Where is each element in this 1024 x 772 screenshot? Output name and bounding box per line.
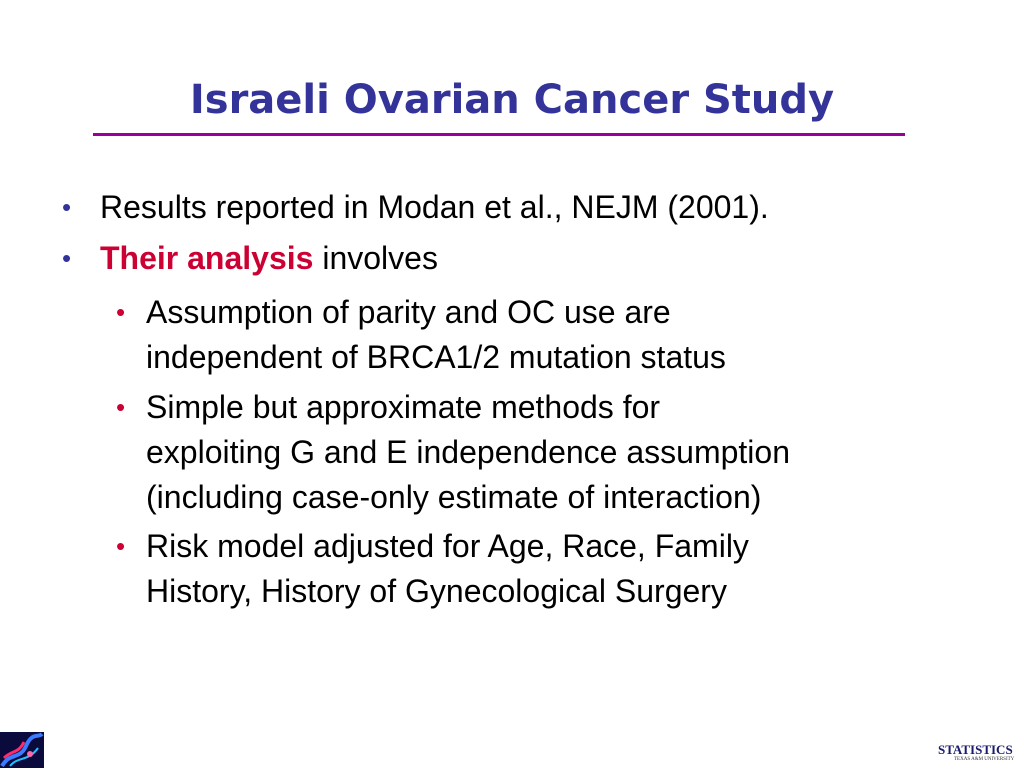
- title-underline: [93, 133, 905, 136]
- sub-bullet-line: History, History of Gynecological Surger…: [146, 573, 727, 609]
- bullet-marker: •: [62, 192, 72, 222]
- slide-title: Israeli Ovarian Cancer Study: [189, 77, 835, 123]
- sub-bullet-line: Assumption of parity and OC use are: [146, 294, 671, 330]
- sub-bullet-line: Simple but approximate methods for: [146, 389, 661, 425]
- sub-bullet-line: Risk model adjusted for Age, Race, Famil…: [146, 528, 749, 564]
- sub-bullet-line: (including case-only estimate of interac…: [146, 479, 762, 515]
- sub-bullet-item-2: • Simple but approximate methods for exp…: [116, 385, 976, 520]
- statistics-logo: STATISTICS TEXAS A&M UNIVERSITY: [934, 742, 1020, 766]
- sub-bullet-marker: •: [116, 392, 126, 422]
- logo-subtext: TEXAS A&M UNIVERSITY: [954, 757, 1015, 762]
- logo-text: STATISTICS: [938, 742, 1013, 757]
- sub-bullet-line: exploiting G and E independence assumpti…: [146, 434, 790, 470]
- emphasis-text: Their analysis: [100, 240, 314, 276]
- sub-bullet-item-3: • Risk model adjusted for Age, Race, Fam…: [116, 524, 976, 614]
- dna-logo-icon: [0, 732, 44, 768]
- sub-bullet-marker: •: [116, 531, 126, 561]
- bullet-text: involves: [313, 240, 438, 276]
- bullet-text: Results reported in Modan et al., NEJM (…: [100, 189, 769, 225]
- sub-bullet-line: independent of BRCA1/2 mutation status: [146, 339, 726, 375]
- sub-bullet-marker: •: [116, 297, 126, 327]
- sub-bullet-item-1: • Assumption of parity and OC use are in…: [116, 290, 976, 380]
- bullet-marker: •: [62, 243, 72, 273]
- bullet-item-1: • Results reported in Modan et al., NEJM…: [62, 187, 769, 227]
- bullet-item-2: • Their analysis involves: [62, 238, 438, 278]
